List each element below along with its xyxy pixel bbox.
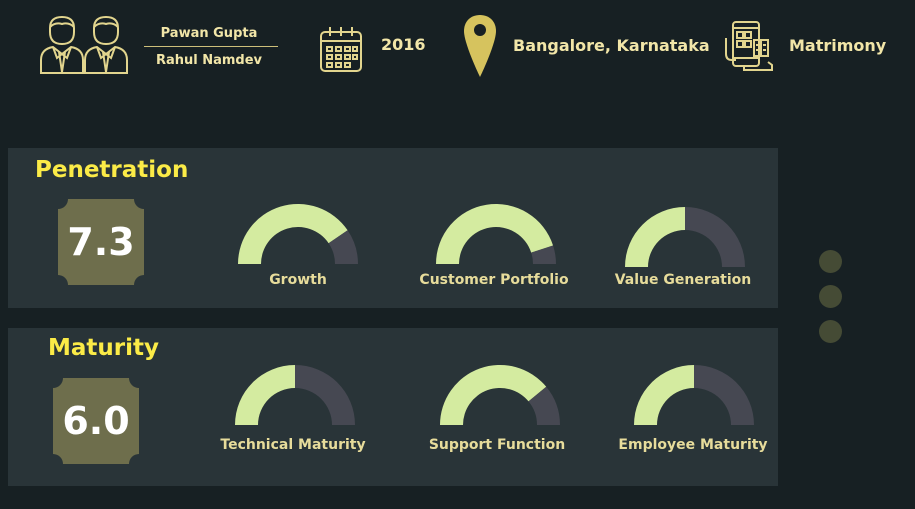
gauge-fill (634, 365, 694, 425)
gauge-label-growth: Growth (269, 272, 327, 288)
gauge-technical-maturity (235, 365, 355, 425)
gauge-track (328, 230, 358, 264)
gauge-label-technical-maturity: Technical Maturity (220, 437, 366, 453)
gauge-fill (440, 365, 547, 425)
pager-dot-1[interactable] (819, 250, 842, 273)
mobile-app-icon (724, 20, 774, 72)
person-name-1: Pawan Gupta (160, 26, 258, 41)
gauge-label-customer-portfolio: Customer Portfolio (419, 272, 569, 288)
gauge-track (694, 365, 754, 425)
maturity-score-badge (53, 378, 139, 464)
name-divider (144, 46, 278, 47)
gauge-track (528, 386, 560, 425)
penetration-score-badge (58, 199, 144, 285)
gauge-fill (235, 365, 295, 425)
gauge-label-value-generation: Value Generation (614, 272, 752, 288)
person-name-2: Rahul Namdev (155, 53, 263, 68)
gauge-track (295, 365, 355, 425)
gauge-fill (436, 203, 554, 264)
maturity-score: 6.0 (62, 399, 130, 443)
maturity-title: Maturity (48, 335, 159, 361)
gauge-track (531, 245, 556, 264)
gauge-label-employee-maturity: Employee Maturity (618, 437, 768, 453)
penetration-score: 7.3 (67, 220, 135, 264)
gauge-growth (238, 204, 358, 264)
gauge-support-function (440, 365, 560, 425)
gauge-fill (238, 204, 348, 264)
location-pin-icon (463, 14, 497, 78)
gauge-fill (625, 207, 685, 267)
gauge-customer-portfolio (436, 203, 556, 264)
gauge-label-support-function: Support Function (428, 437, 566, 453)
gauge-value-generation (625, 207, 745, 267)
pager-dot-3[interactable] (819, 320, 842, 343)
persons-icon (38, 14, 130, 76)
gauge-track (685, 207, 745, 267)
gauge-employee-maturity (634, 365, 754, 425)
penetration-title: Penetration (35, 157, 189, 183)
pager-dot-2[interactable] (819, 285, 842, 308)
location-text: Bangalore, Karnataka (513, 36, 710, 55)
calendar-icon (318, 24, 364, 74)
year-text: 2016 (381, 35, 426, 54)
category-text: Matrimony (789, 36, 887, 55)
